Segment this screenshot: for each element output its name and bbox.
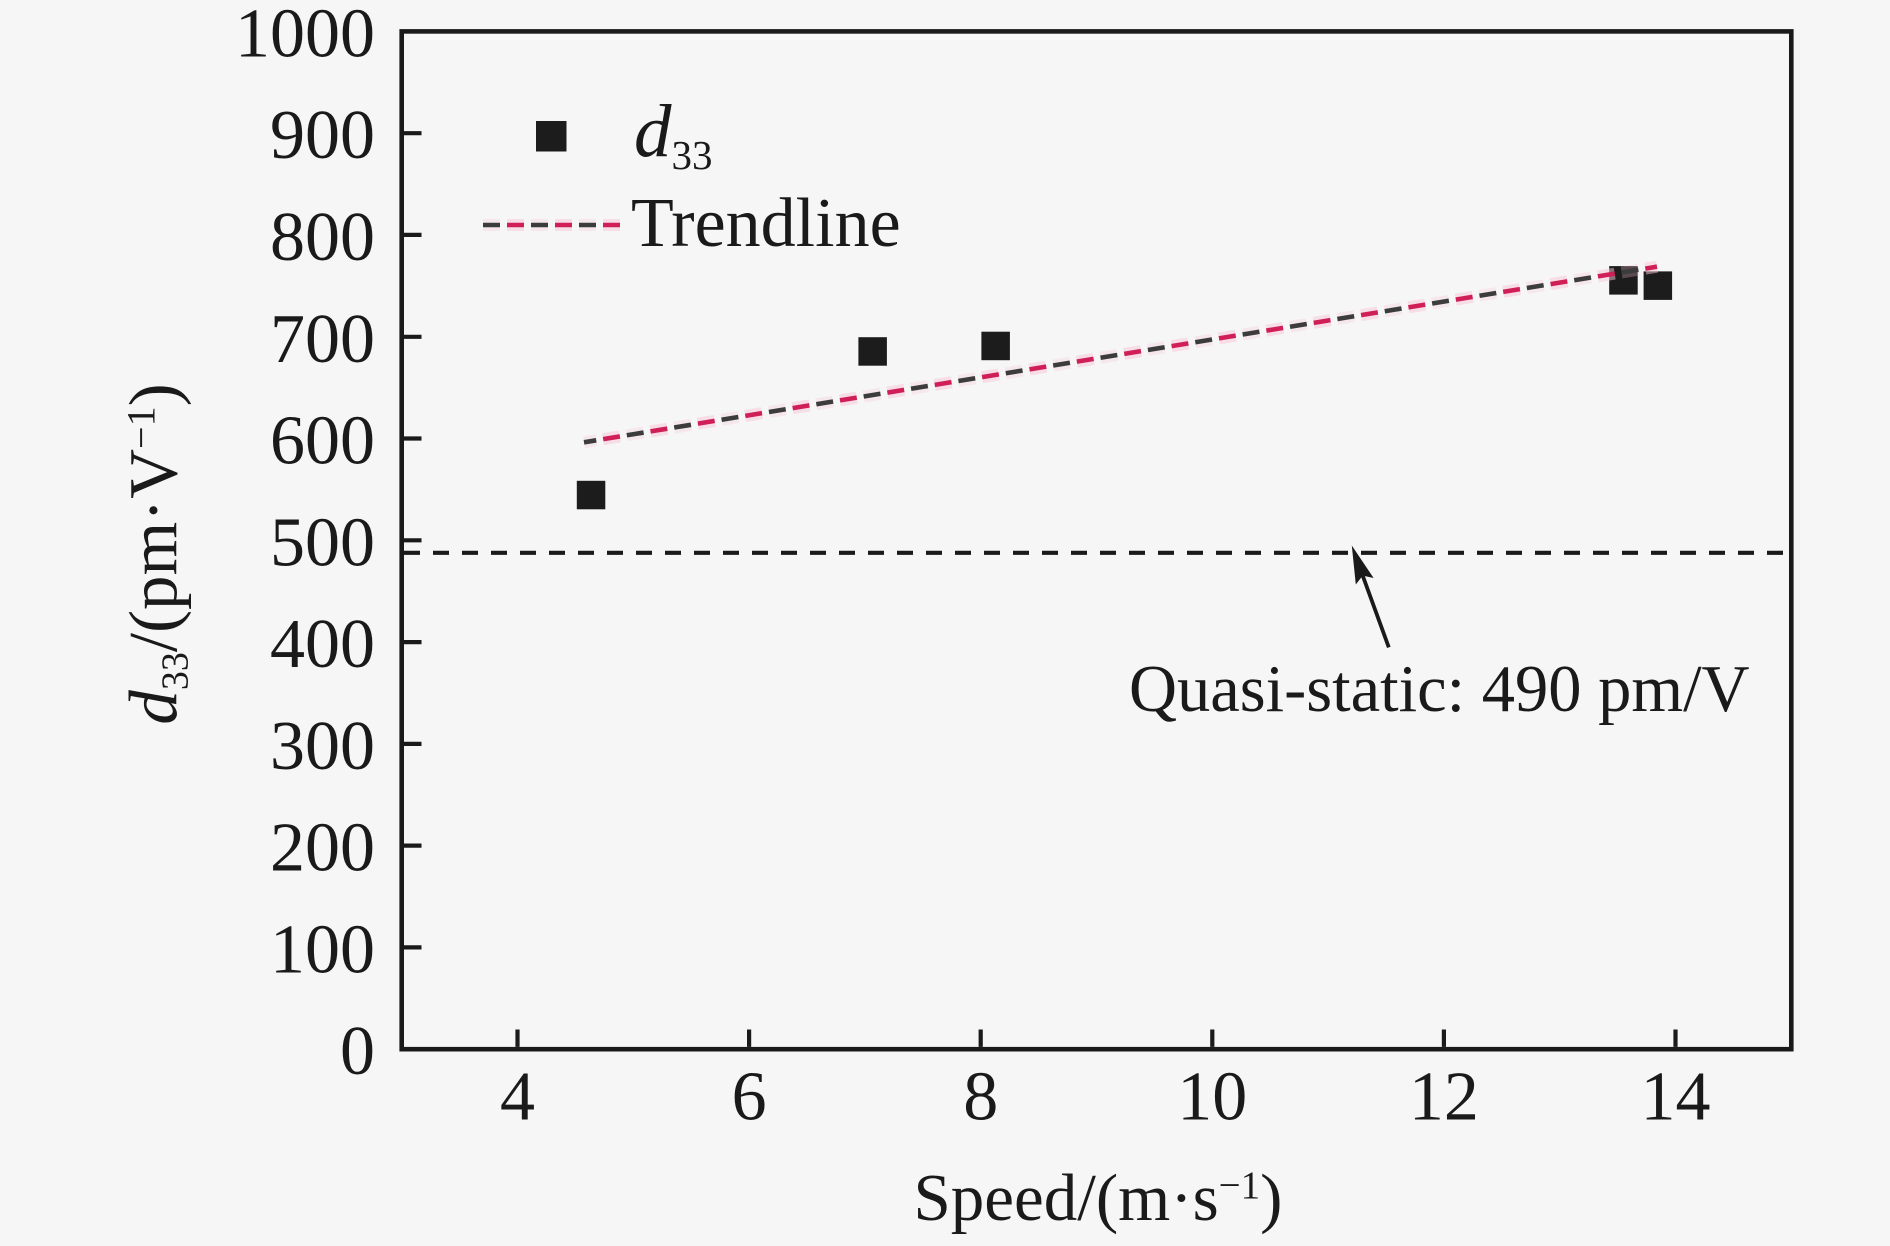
svg-text:400: 400 xyxy=(270,606,375,683)
svg-text:Quasi-static: 490 pm/V: Quasi-static: 490 pm/V xyxy=(1129,653,1750,726)
svg-text:600: 600 xyxy=(270,403,375,480)
svg-text:500: 500 xyxy=(270,504,375,581)
svg-text:300: 300 xyxy=(270,708,375,785)
svg-text:900: 900 xyxy=(270,97,375,174)
svg-text:10: 10 xyxy=(1177,1059,1247,1136)
svg-text:12: 12 xyxy=(1409,1059,1479,1136)
svg-text:1000: 1000 xyxy=(235,0,375,72)
svg-text:Speed/(m·s−1): Speed/(m·s−1) xyxy=(914,1161,1283,1235)
svg-text:Trendline: Trendline xyxy=(631,185,901,262)
svg-text:6: 6 xyxy=(732,1059,767,1136)
svg-text:0: 0 xyxy=(340,1013,375,1090)
svg-text:700: 700 xyxy=(270,301,375,378)
svg-text:100: 100 xyxy=(270,911,375,988)
svg-text:4: 4 xyxy=(500,1059,535,1136)
svg-text:800: 800 xyxy=(270,199,375,276)
svg-text:14: 14 xyxy=(1641,1059,1711,1136)
svg-text:8: 8 xyxy=(963,1059,998,1136)
svg-text:d33/(pm·V−1): d33/(pm·V−1) xyxy=(116,383,197,724)
svg-text:200: 200 xyxy=(270,810,375,887)
